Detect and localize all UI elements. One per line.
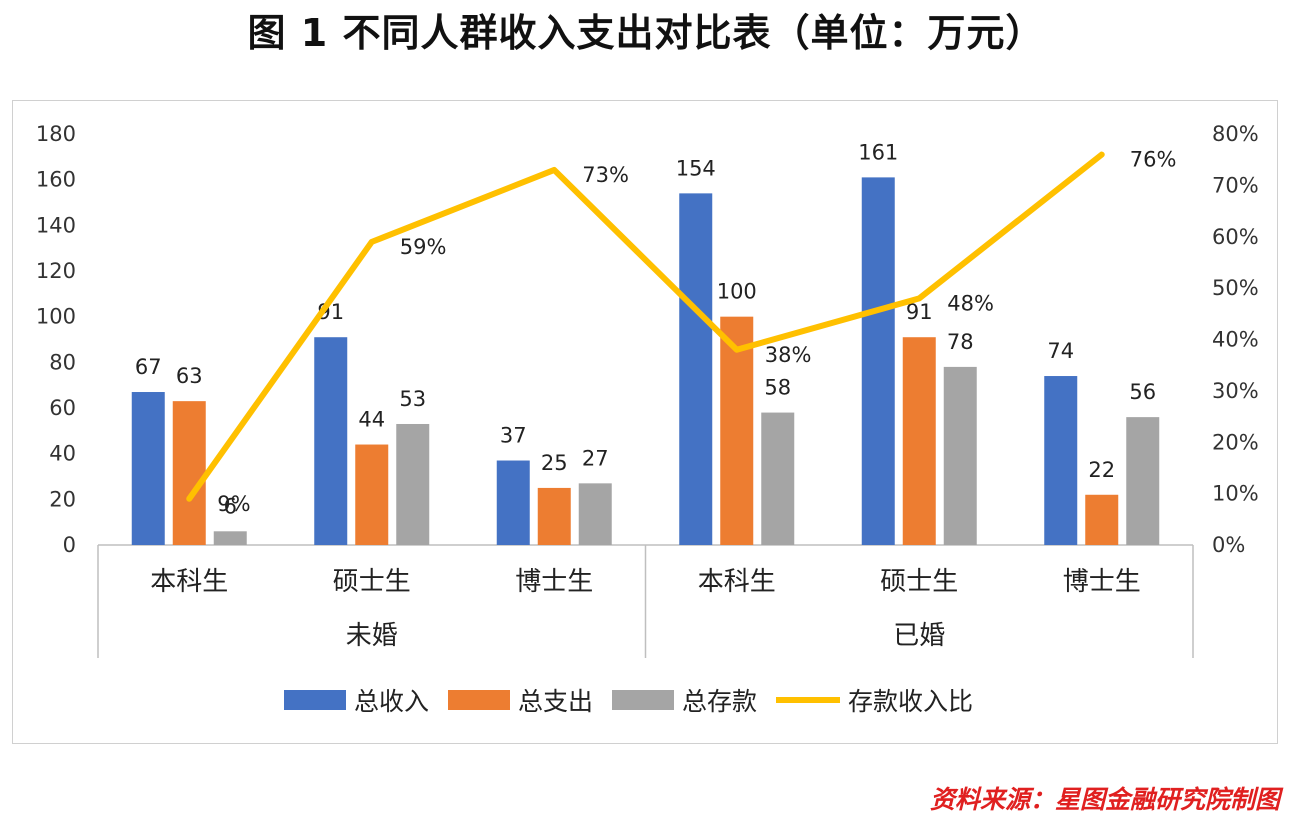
y-tick-label: 40 [49, 442, 76, 466]
y-tick-label: 140 [36, 213, 76, 237]
bar-总存款 [761, 412, 795, 545]
y2-tick-label: 80% [1212, 122, 1259, 146]
y-tick-label: 100 [36, 305, 76, 329]
bar-value-label: 91 [906, 300, 933, 324]
line-series-存款收入比 [186, 151, 1105, 502]
legend-label: 总存款 [682, 687, 757, 716]
line-value-label: 38% [765, 343, 812, 367]
x-group-label: 已婚 [893, 621, 945, 651]
y2-tick-label: 40% [1212, 328, 1259, 352]
y-tick-label: 20 [49, 487, 76, 511]
y-tick-label: 160 [36, 168, 76, 192]
bar-value-label: 58 [764, 376, 791, 400]
bar-总支出 [902, 337, 936, 545]
line-value-label: 9% [217, 492, 250, 516]
y2-tick-label: 10% [1212, 482, 1259, 506]
bar-总存款 [578, 483, 612, 545]
bar-总收入 [131, 392, 165, 545]
x-group-label: 未婚 [346, 621, 398, 651]
bar-总收入 [861, 177, 895, 545]
x-category-label: 博士生 [1063, 567, 1141, 597]
bar-总支出 [355, 444, 389, 545]
bar-总存款 [396, 423, 430, 545]
y2-tick-label: 20% [1212, 430, 1259, 454]
chart-title: 图 1 不同人群收入支出对比表（单位：万元） [247, 11, 1045, 55]
y2-tick-label: 50% [1212, 276, 1259, 300]
x-category-label: 硕士生 [333, 567, 411, 597]
bar-value-label: 161 [858, 140, 898, 164]
x-category-label: 硕士生 [880, 567, 958, 597]
line-value-label: 73% [582, 163, 629, 187]
bar-总收入 [1044, 376, 1078, 545]
bar-总收入 [679, 193, 713, 545]
bar-总支出 [172, 401, 206, 545]
bar-value-label: 100 [717, 280, 757, 304]
y-tick-label: 180 [36, 122, 76, 146]
bar-总存款 [943, 366, 977, 545]
bar-value-label: 25 [541, 451, 568, 475]
bar-value-label: 44 [358, 408, 385, 432]
y-tick-label: 60 [49, 396, 76, 420]
line-value-label: 76% [1130, 148, 1177, 172]
bar-value-label: 74 [1047, 339, 1074, 363]
bar-value-label: 6 [224, 494, 237, 518]
bar-总存款 [213, 531, 247, 545]
y2-tick-label: 60% [1212, 225, 1259, 249]
y2-tick-label: 0% [1212, 533, 1245, 557]
x-category-label: 博士生 [515, 567, 593, 597]
bar-总支出 [537, 487, 571, 545]
bar-value-label: 154 [676, 156, 716, 180]
chart-frame [12, 100, 1278, 744]
y2-tick-label: 70% [1212, 173, 1259, 197]
x-category-label: 本科生 [150, 567, 228, 597]
bar-总存款 [1126, 417, 1160, 545]
bar-总支出 [1085, 494, 1119, 545]
legend-label: 总收入 [354, 687, 429, 716]
bar-总收入 [496, 460, 530, 545]
x-category-label: 本科生 [698, 567, 776, 597]
bar-value-label: 78 [947, 330, 974, 354]
y2-tick-label: 30% [1212, 379, 1259, 403]
bar-value-label: 67 [135, 355, 162, 379]
line-value-label: 48% [947, 291, 994, 315]
y-tick-label: 0 [63, 533, 76, 557]
bar-总收入 [314, 337, 348, 545]
legend-swatch [448, 690, 510, 710]
y-tick-label: 120 [36, 259, 76, 283]
bar-value-label: 27 [582, 446, 609, 470]
y-tick-label: 80 [49, 350, 76, 374]
bar-value-label: 63 [176, 364, 203, 388]
bar-总支出 [720, 316, 754, 545]
line-value-label: 59% [400, 235, 447, 259]
bar-value-label: 22 [1088, 458, 1115, 482]
legend-swatch [612, 690, 674, 710]
legend-swatch [284, 690, 346, 710]
bar-value-label: 53 [399, 387, 426, 411]
source-note: 资料来源：星图金融研究院制图 [929, 785, 1280, 814]
legend-label: 总支出 [518, 687, 593, 716]
bar-value-label: 56 [1129, 380, 1156, 404]
legend-label: 存款收入比 [848, 687, 973, 716]
bar-value-label: 37 [500, 424, 527, 448]
